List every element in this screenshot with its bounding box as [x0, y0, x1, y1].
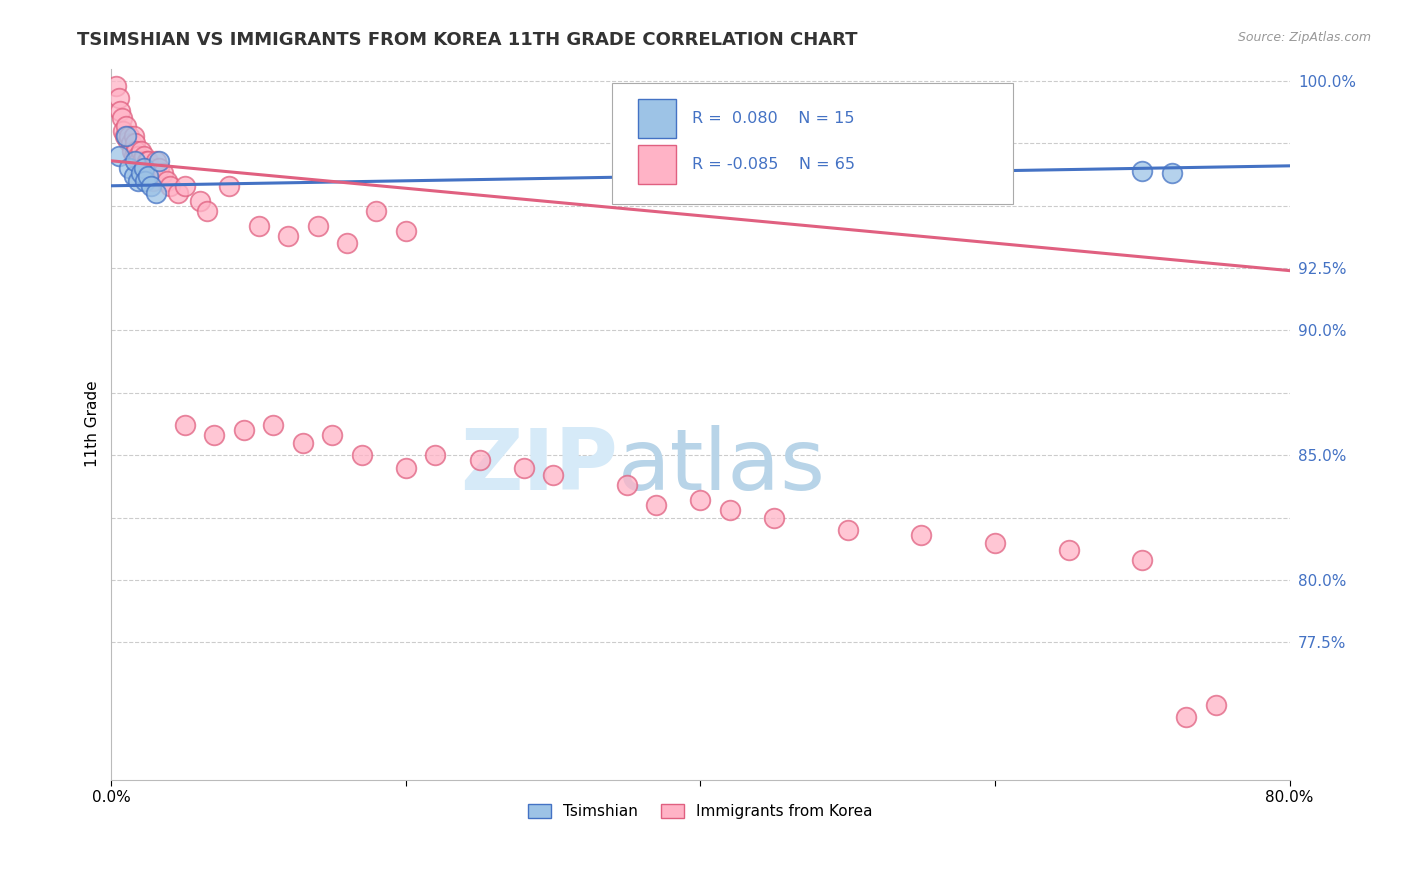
- Point: [121, 144, 143, 158]
- Point: [118, 161, 141, 176]
- Point: [129, 166, 152, 180]
- Point: [984, 535, 1007, 549]
- Point: [141, 178, 163, 193]
- Point: [395, 460, 418, 475]
- Point: [321, 428, 343, 442]
- Point: [174, 178, 197, 193]
- Point: [134, 161, 156, 176]
- Point: [156, 174, 179, 188]
- Point: [689, 493, 711, 508]
- Text: ZIP: ZIP: [460, 425, 619, 508]
- Y-axis label: 11th Grade: 11th Grade: [86, 381, 100, 467]
- Point: [145, 153, 167, 168]
- Point: [110, 103, 132, 118]
- Point: [616, 478, 638, 492]
- Point: [233, 423, 256, 437]
- Point: [112, 124, 135, 138]
- Point: [135, 153, 157, 168]
- Point: [195, 203, 218, 218]
- Point: [718, 503, 741, 517]
- Point: [1175, 710, 1198, 724]
- Point: [262, 418, 284, 433]
- Point: [188, 194, 211, 208]
- Point: [159, 178, 181, 193]
- FancyBboxPatch shape: [612, 83, 1012, 203]
- Point: [1057, 543, 1080, 558]
- Point: [117, 134, 139, 148]
- Point: [1205, 698, 1227, 712]
- Point: [104, 78, 127, 93]
- Point: [131, 153, 153, 168]
- Point: [336, 236, 359, 251]
- Point: [120, 136, 142, 151]
- Point: [132, 161, 155, 176]
- Point: [174, 418, 197, 433]
- Point: [541, 468, 564, 483]
- Point: [513, 460, 536, 475]
- Point: [129, 144, 152, 158]
- Point: [124, 136, 146, 151]
- Point: [291, 435, 314, 450]
- Point: [425, 448, 447, 462]
- Point: [138, 161, 160, 176]
- Point: [166, 186, 188, 201]
- Point: [218, 178, 240, 193]
- Point: [350, 448, 373, 462]
- Point: [366, 203, 388, 218]
- Point: [204, 428, 226, 442]
- Point: [127, 149, 149, 163]
- Text: atlas: atlas: [619, 425, 825, 508]
- Point: [136, 153, 159, 168]
- Text: TSIMSHIAN VS IMMIGRANTS FROM KOREA 11TH GRADE CORRELATION CHART: TSIMSHIAN VS IMMIGRANTS FROM KOREA 11TH …: [77, 31, 858, 49]
- Point: [127, 174, 149, 188]
- Point: [128, 153, 150, 168]
- Point: [247, 219, 270, 233]
- Point: [115, 128, 138, 143]
- Point: [1130, 553, 1153, 567]
- Point: [395, 224, 418, 238]
- Point: [277, 228, 299, 243]
- Point: [142, 174, 165, 188]
- Legend: Tsimshian, Immigrants from Korea: Tsimshian, Immigrants from Korea: [522, 797, 879, 825]
- Bar: [638, 99, 676, 138]
- Point: [122, 149, 145, 163]
- Point: [134, 174, 156, 188]
- Point: [122, 169, 145, 183]
- Point: [152, 166, 174, 180]
- Point: [763, 510, 786, 524]
- Point: [837, 523, 859, 537]
- Point: [114, 128, 136, 143]
- Point: [115, 119, 138, 133]
- Point: [118, 128, 141, 143]
- Text: R = -0.085    N = 65: R = -0.085 N = 65: [692, 157, 855, 172]
- Point: [136, 169, 159, 183]
- Point: [125, 144, 148, 158]
- Point: [124, 153, 146, 168]
- Point: [307, 219, 329, 233]
- Point: [910, 528, 932, 542]
- Text: Source: ZipAtlas.com: Source: ZipAtlas.com: [1237, 31, 1371, 45]
- Point: [107, 149, 129, 163]
- Point: [132, 149, 155, 163]
- Bar: [638, 145, 676, 184]
- Point: [111, 112, 134, 126]
- Text: R =  0.080    N = 15: R = 0.080 N = 15: [692, 111, 855, 126]
- Point: [148, 153, 170, 168]
- Point: [1160, 166, 1182, 180]
- Point: [645, 498, 668, 512]
- Point: [122, 128, 145, 143]
- Point: [148, 161, 170, 176]
- Point: [1130, 163, 1153, 178]
- Point: [145, 186, 167, 201]
- Point: [468, 453, 491, 467]
- Point: [107, 91, 129, 105]
